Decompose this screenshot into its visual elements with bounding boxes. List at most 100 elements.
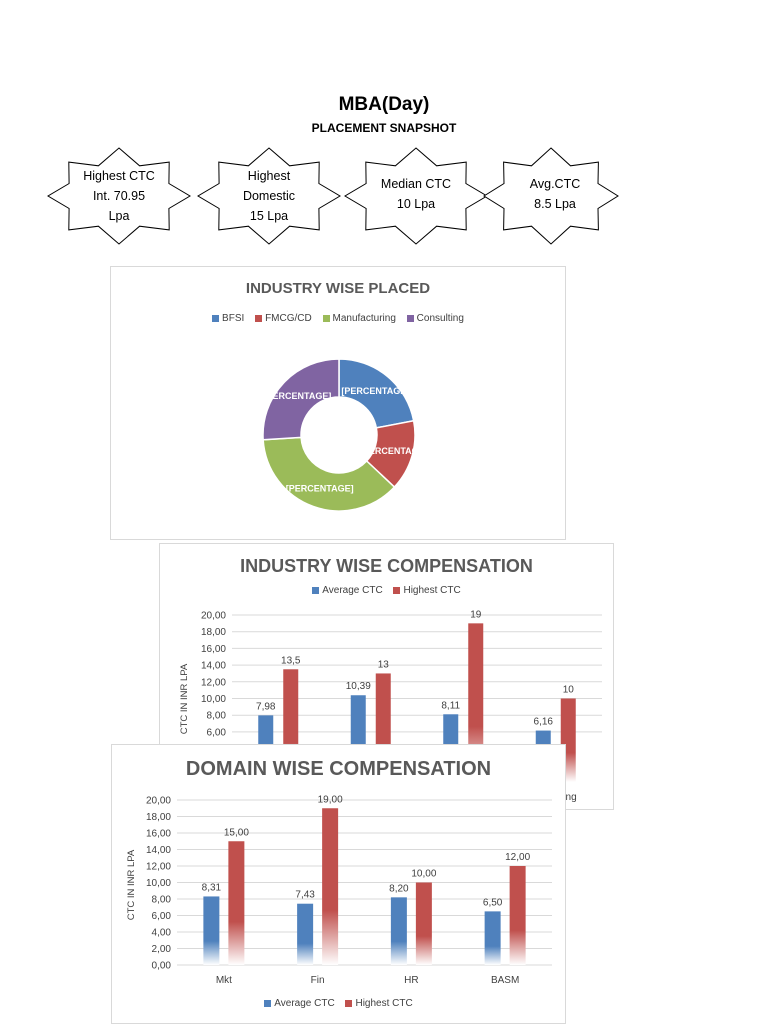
y-tick-label: 16,00 <box>201 644 226 655</box>
bar-data-label: 10,00 <box>411 869 436 880</box>
highlight-line: 15 Lpa <box>249 209 289 223</box>
legend-swatch <box>322 315 330 322</box>
legend-item: BFSI <box>212 313 244 324</box>
legend-label: Manufacturing <box>332 313 396 324</box>
y-tick-label: 8,00 <box>152 895 172 906</box>
page-title: MBA(Day) <box>338 94 430 115</box>
legend-item: Consulting <box>406 313 464 324</box>
legend-label: Average CTC <box>322 585 383 596</box>
star-shape-icon <box>344 147 488 245</box>
bar-data-label: 13 <box>378 659 390 670</box>
legend-label: Highest CTC <box>403 585 461 596</box>
chart-legend: Average CTC Highest CTC <box>160 585 613 597</box>
y-tick-label: 14,00 <box>146 845 171 856</box>
bar-data-label: 15,00 <box>224 827 249 838</box>
chart-legend: Average CTC Highest CTC <box>112 998 565 1010</box>
y-tick-label: 0,00 <box>152 961 172 972</box>
highlight-line: 8.5 Lpa <box>534 197 576 211</box>
y-tick-label: 16,00 <box>146 829 171 840</box>
highlight-line: Highest <box>247 169 291 183</box>
legend-item: Average CTC <box>264 998 335 1009</box>
bar-average-ctc <box>203 896 220 965</box>
y-tick-label: 18,00 <box>201 627 226 638</box>
bar-highest-ctc <box>415 882 432 965</box>
bar-data-label: 10 <box>563 685 575 696</box>
chart-title: INDUSTRY WISE PLACED <box>245 280 431 297</box>
legend-swatch <box>212 315 220 322</box>
bar-data-label: 6,50 <box>483 897 503 908</box>
bar-plot: 20,00 18,00 16,00 14,00 12,00 10,00 8,00 6,00 4,… <box>126 794 552 986</box>
bar-data-label: 12,00 <box>505 852 530 863</box>
legend-item: Manufacturing <box>322 313 396 324</box>
highlight-line: Domestic <box>242 189 296 203</box>
chart-legend: BFSI FMCG/CD Manufacturing Consulting <box>111 313 565 325</box>
y-tick-label: 14,00 <box>201 661 226 672</box>
legend-label: Average CTC <box>274 998 335 1009</box>
y-tick-label: 20,00 <box>146 796 171 807</box>
x-category-label: BASM <box>491 975 519 986</box>
y-tick-label: 2,00 <box>152 944 172 955</box>
legend-item: Highest CTC <box>345 998 413 1009</box>
bar-highest-ctc <box>509 866 526 965</box>
y-tick-label: 6,00 <box>207 727 227 738</box>
y-axis-label: CTC IN INR LPA <box>126 849 137 920</box>
bar-data-label: 8,20 <box>389 883 409 894</box>
bar-data-label: 13,5 <box>281 655 301 666</box>
bar-data-label: 10,39 <box>346 681 371 692</box>
y-axis-label: CTC IN INR LPA <box>179 663 190 734</box>
bar-data-label: 7,98 <box>256 701 276 712</box>
x-category-label: HR <box>404 975 418 986</box>
legend-label: FMCG/CD <box>265 313 312 324</box>
legend-swatch <box>264 1000 272 1007</box>
highlight-highest-domestic: Highest Domestic 15 Lpa <box>196 146 342 246</box>
legend-swatch <box>255 315 263 322</box>
bar-data-label: 8,11 <box>441 700 460 711</box>
highlight-line: Median CTC <box>380 177 452 191</box>
bar-average-ctc <box>484 911 501 965</box>
industry-placed-chart: INDUSTRY WISE PLACED BFSI FMCG/CD Manufa… <box>110 266 566 540</box>
x-category-label: ing <box>563 792 576 803</box>
slice-data-label: [PERCENTAGE] <box>341 386 409 396</box>
doughnut-slice-manufacturing <box>262 436 396 512</box>
legend-swatch <box>406 315 414 322</box>
bar-data-label: 19 <box>470 609 482 620</box>
legend-swatch <box>393 587 401 594</box>
doughnut-slice-consulting <box>262 358 340 441</box>
legend-item: Average CTC <box>312 585 383 596</box>
bar-data-label: 7,43 <box>295 890 315 901</box>
legend-swatch <box>312 587 320 594</box>
slice-data-label: [PERCENTAGE] <box>286 484 354 494</box>
y-tick-label: 12,00 <box>146 862 171 873</box>
legend-label: BFSI <box>222 313 245 324</box>
legend-label: Consulting <box>416 313 464 324</box>
slice-data-label: [PERCENTAGE] <box>360 446 428 456</box>
highlight-line: Highest CTC <box>83 169 155 183</box>
star-shape-icon <box>483 147 619 245</box>
bar-average-ctc <box>297 903 314 965</box>
highlight-line: 10 Lpa <box>396 197 436 211</box>
x-category-label: Mkt <box>216 975 232 986</box>
bar-highest-ctc <box>228 841 245 965</box>
star-shape-icon <box>47 147 191 245</box>
bar-data-label: 19,00 <box>318 794 343 805</box>
domain-compensation-chart: DOMAIN WISE COMPENSATION 20,00 18,00 16,00… <box>111 744 566 1024</box>
y-tick-label: 4,00 <box>152 928 172 939</box>
slice-data-label: [PERCENTAGE] <box>264 391 332 401</box>
star-shape-icon <box>197 147 341 245</box>
highlight-line: Lpa <box>108 209 130 223</box>
bar-highest-ctc <box>322 808 339 965</box>
legend-item: FMCG/CD <box>255 313 312 324</box>
highlight-avg-ctc: Avg.CTC 8.5 Lpa <box>482 146 620 246</box>
y-tick-label: 10,00 <box>146 878 171 889</box>
chart-title: DOMAIN WISE COMPENSATION <box>185 758 492 780</box>
doughnut-plot: [PERCENTAGE] [PERCENTAGE] [PERCENTAGE] [PER… <box>262 358 428 512</box>
y-tick-label: 10,00 <box>201 694 226 705</box>
legend-item: Highest CTC <box>393 585 461 596</box>
bar-highest-ctc <box>468 623 484 782</box>
y-tick-label: 20,00 <box>201 611 226 622</box>
page-subtitle: PLACEMENT SNAPSHOT <box>311 121 457 135</box>
y-tick-label: 12,00 <box>201 677 226 688</box>
legend-label: Highest CTC <box>355 998 413 1009</box>
y-tick-label: 6,00 <box>152 911 172 922</box>
bar-average-ctc <box>390 897 407 965</box>
